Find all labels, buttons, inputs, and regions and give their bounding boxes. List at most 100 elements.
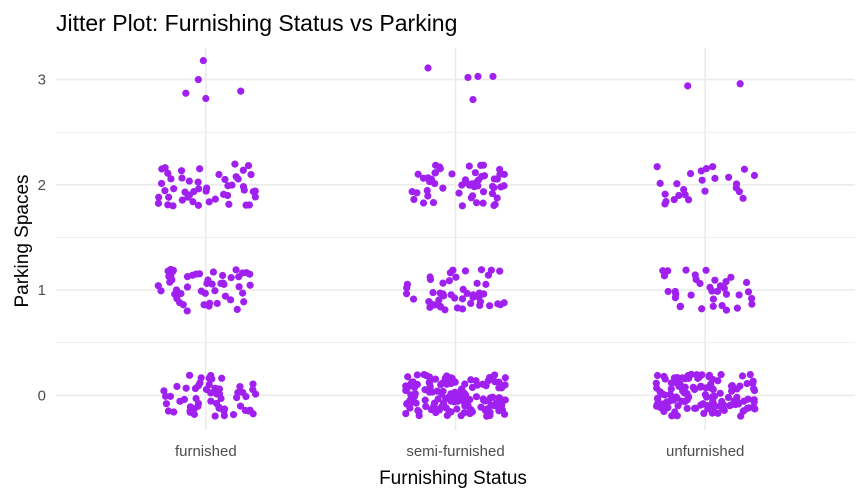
data-point (211, 412, 219, 420)
data-point (660, 407, 668, 416)
data-point (162, 392, 170, 400)
data-point (211, 384, 219, 392)
chart-title: Jitter Plot: Furnishing Status vs Parkin… (56, 10, 457, 36)
data-point (724, 393, 733, 402)
data-point (676, 302, 685, 310)
data-point (691, 271, 699, 279)
data-point (682, 266, 690, 274)
data-point (164, 407, 173, 415)
data-point (185, 191, 194, 199)
data-point (501, 374, 509, 382)
data-point (425, 178, 434, 186)
data-point (406, 404, 414, 412)
data-point (496, 170, 504, 178)
data-point (235, 273, 243, 281)
data-point (681, 397, 689, 406)
data-point (244, 162, 253, 170)
data-point (194, 382, 203, 390)
data-point (435, 296, 443, 304)
data-point (242, 201, 250, 209)
data-point (704, 405, 712, 413)
data-point (714, 409, 722, 417)
data-point (234, 175, 242, 183)
data-point (200, 301, 208, 309)
data-point (171, 290, 179, 298)
data-point (160, 387, 168, 395)
data-point (702, 266, 710, 274)
data-point (207, 371, 215, 380)
data-point (473, 279, 481, 287)
data-point (468, 383, 476, 392)
data-point (448, 170, 456, 178)
data-point (429, 288, 437, 297)
y-tick-labels: 0 1 2 3 (38, 72, 46, 405)
data-point (196, 165, 204, 173)
data-point (207, 397, 215, 405)
data-point (170, 408, 178, 416)
data-point (709, 163, 717, 171)
data-point (453, 304, 462, 312)
data-point (408, 378, 416, 386)
data-point (404, 373, 412, 381)
data-point (157, 179, 166, 188)
data-point (684, 196, 693, 204)
data-point (453, 405, 461, 413)
data-point (744, 395, 752, 403)
data-point (474, 72, 482, 81)
data-point (454, 397, 462, 405)
data-point (687, 291, 695, 299)
data-point (701, 187, 709, 195)
data-point (229, 411, 238, 419)
data-point (495, 378, 503, 386)
data-point (654, 395, 662, 403)
data-point (414, 406, 422, 415)
data-point (751, 405, 759, 413)
data-point (413, 371, 421, 379)
data-point (422, 402, 430, 411)
data-point (167, 175, 175, 183)
data-point (670, 374, 679, 382)
data-point (717, 371, 725, 379)
data-point (660, 372, 668, 381)
data-point (477, 266, 486, 274)
data-point (189, 198, 197, 206)
data-point (465, 408, 473, 416)
data-point (489, 393, 497, 401)
y-tick-label: 2 (38, 177, 46, 194)
data-point (207, 389, 215, 397)
data-point (684, 82, 692, 90)
data-point (735, 188, 743, 196)
data-point (725, 173, 733, 181)
data-point (706, 283, 714, 291)
data-point (247, 170, 255, 179)
data-point (501, 381, 509, 389)
data-point (467, 376, 475, 384)
data-point (495, 394, 503, 402)
data-point (408, 398, 416, 406)
data-point (666, 390, 674, 398)
data-point (742, 278, 751, 287)
data-point (713, 287, 722, 295)
data-point (180, 395, 189, 404)
data-point (671, 294, 679, 302)
data-point (239, 166, 247, 174)
data-point (236, 383, 244, 391)
data-point (154, 199, 163, 207)
data-point (686, 169, 695, 178)
data-point (424, 64, 432, 72)
data-point (194, 402, 202, 410)
data-point (452, 273, 460, 281)
data-point (458, 202, 466, 210)
data-point (653, 384, 661, 392)
data-point (402, 410, 410, 418)
data-point (219, 279, 227, 287)
data-point (190, 410, 198, 418)
data-point (431, 169, 440, 177)
data-point (226, 296, 235, 304)
data-point (449, 266, 457, 274)
data-point (402, 290, 411, 298)
data-point (738, 372, 747, 380)
data-point (662, 401, 671, 409)
data-point (709, 397, 717, 405)
data-point (737, 412, 745, 420)
